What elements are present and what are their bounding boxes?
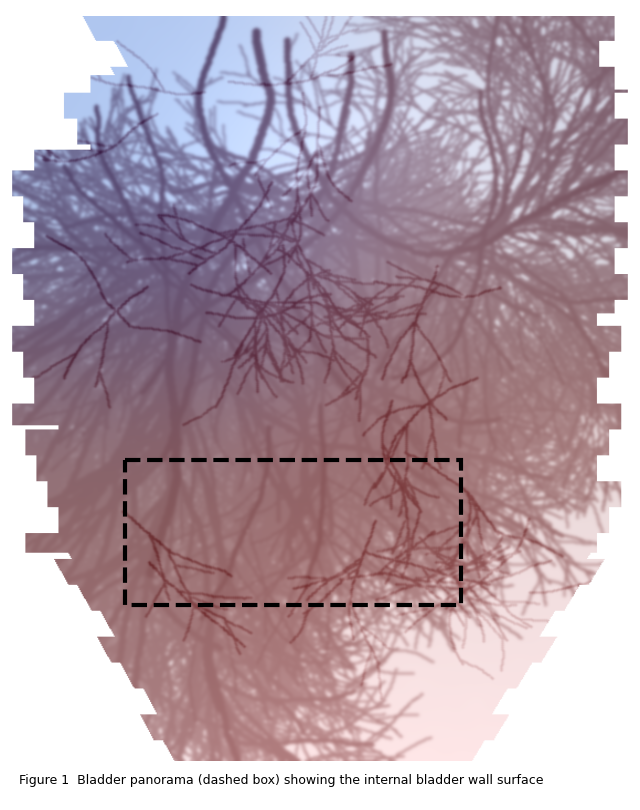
Text: Figure 1  Bladder panorama (dashed box) showing the internal bladder wall surfac: Figure 1 Bladder panorama (dashed box) s… — [19, 774, 543, 787]
Bar — [125, 459, 461, 605]
